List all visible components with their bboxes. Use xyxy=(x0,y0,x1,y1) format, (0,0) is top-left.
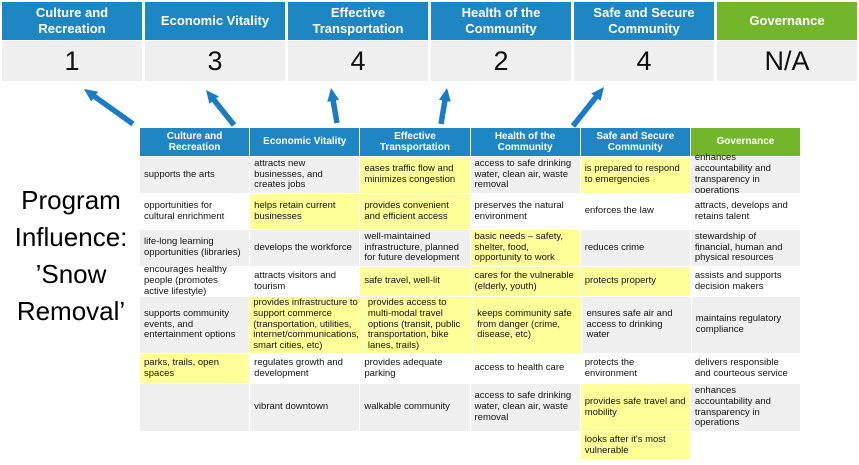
matrix-cell: looks after it's most vulnerable xyxy=(579,431,690,459)
scoreboard-column-health-of-the-community: Health of the Community 2 xyxy=(431,2,571,81)
matrix-row: supports the arts attracts new businesses… xyxy=(140,152,801,196)
priority-header: Economic Vitality xyxy=(145,2,285,40)
matrix-cell: supports the arts xyxy=(140,156,250,193)
matrix-row: parks, trails, open spaces regulates grow… xyxy=(140,353,801,383)
influence-matrix: Culture and Recreation Economic Vitality E… xyxy=(140,128,801,459)
matrix-cell: attracts, develops and retains talent xyxy=(689,193,801,229)
influence-score: 3 xyxy=(145,41,285,81)
influence-score: 2 xyxy=(431,41,571,81)
matrix-cell: walkable community xyxy=(359,383,470,431)
influence-arrow xyxy=(570,87,604,128)
influence-arrows-svg xyxy=(84,87,604,128)
program-title: Program Influence: ’Snow Removal’ xyxy=(0,182,142,330)
matrix-cell: life-long learning opportunities (librar… xyxy=(140,229,250,266)
influence-score: 1 xyxy=(2,41,142,81)
influence-score: 4 xyxy=(288,41,428,81)
program-title-line: Program xyxy=(21,185,121,215)
scoreboard-column-economic-vitality: Economic Vitality 3 xyxy=(145,2,285,81)
priority-header: Culture and Recreation xyxy=(2,2,142,40)
matrix-header-culture-and-recreation: Culture and Recreation xyxy=(140,128,250,156)
matrix-row: supports community events, and entertain… xyxy=(140,296,801,353)
matrix-cell: attracts visitors and tourism xyxy=(249,266,360,296)
matrix-header-governance: Governance xyxy=(689,128,801,156)
influence-arrow xyxy=(327,88,340,124)
scoreboard-column-culture-and-recreation: Culture and Recreation 1 xyxy=(2,2,142,81)
matrix-cell: ensures safe air and access to drinking … xyxy=(581,296,691,353)
influence-score: 4 xyxy=(574,41,714,81)
matrix-cell: provides safe travel and mobility xyxy=(579,383,690,431)
priority-header: Governance xyxy=(717,2,857,40)
matrix-cell xyxy=(249,431,360,459)
matrix-cell xyxy=(469,431,580,459)
matrix-cell: enforces the law xyxy=(579,193,690,229)
matrix-cell: protects the environment xyxy=(579,353,690,383)
matrix-cell: parks, trails, open spaces xyxy=(140,353,250,383)
scoreboard-column-effective-transportation: Effective Transportation 4 xyxy=(288,2,428,81)
scoreboard-column-safe-and-secure-community: Safe and Secure Community 4 xyxy=(574,2,714,81)
matrix-cell: supports community events, and entertain… xyxy=(140,296,249,353)
matrix-cell: access to safe drinking water, clean air… xyxy=(469,156,580,193)
matrix-cell: maintains regulatory compliance xyxy=(690,296,801,353)
priority-header: Safe and Secure Community xyxy=(574,2,714,40)
matrix-cell: stewardship of financial, human and phys… xyxy=(689,229,801,266)
matrix-cell: provides access to multi-modal travel op… xyxy=(362,296,473,353)
matrix-row: looks after it's most vulnerable xyxy=(140,431,801,459)
matrix-row: encourages healthy people (promotes acti… xyxy=(140,264,801,297)
scoreboard-column-governance: Governance N/A xyxy=(717,2,857,81)
matrix-cell: enhances accountability and transparency… xyxy=(689,383,801,431)
matrix-cell: basic needs – safety, shelter, food, opp… xyxy=(469,229,580,266)
matrix-header-health-of-the-community: Health of the Community xyxy=(469,128,580,156)
matrix-cell: reduces crime xyxy=(579,229,690,266)
influence-arrow xyxy=(438,88,451,125)
matrix-header-row: Culture and Recreation Economic Vitality E… xyxy=(140,128,801,156)
program-title-line: ’Snow xyxy=(35,259,107,289)
matrix-cell: access to health care xyxy=(469,353,580,383)
matrix-cell: provides adequate parking xyxy=(359,353,470,383)
matrix-cell: vibrant downtown xyxy=(249,383,360,431)
matrix-cell: keeps community safe from danger (crime,… xyxy=(472,296,582,353)
matrix-cell xyxy=(140,383,250,431)
matrix-cell: access to safe drinking water, clean air… xyxy=(469,383,580,431)
matrix-row: vibrant downtown walkable community access… xyxy=(140,383,801,431)
matrix-header-safe-and-secure-community: Safe and Secure Community xyxy=(579,128,690,156)
matrix-cell: well-maintained infrastructure, planned … xyxy=(359,229,470,266)
priority-header: Health of the Community xyxy=(431,2,571,40)
matrix-cell: eases traffic flow and minimizes congest… xyxy=(359,156,470,193)
matrix-cell xyxy=(359,431,470,459)
matrix-cell xyxy=(140,431,250,459)
matrix-cell: safe travel, well-lit xyxy=(359,266,470,296)
matrix-cell: opportunities for cultural enrichment xyxy=(140,193,250,229)
influence-arrow xyxy=(84,89,135,127)
influence-score: N/A xyxy=(717,41,857,81)
matrix-cell: enhances accountability and transparency… xyxy=(689,152,801,196)
matrix-cell: preserves the natural environment xyxy=(469,193,580,229)
matrix-cell: cares for the vulnerable (elderly, youth… xyxy=(469,266,580,296)
matrix-cell: delivers responsible and courteous servi… xyxy=(689,353,801,383)
matrix-cell: attracts new businesses, and creates job… xyxy=(249,156,360,193)
matrix-row: opportunities for cultural enrichment hel… xyxy=(140,193,801,229)
matrix-cell: assists and supports decision makers xyxy=(689,266,801,296)
matrix-row: life-long learning opportunities (librar… xyxy=(140,229,801,266)
matrix-header-effective-transportation: Effective Transportation xyxy=(359,128,470,156)
matrix-cell: encourages healthy people (promotes acti… xyxy=(140,264,250,297)
priority-header: Effective Transportation xyxy=(288,2,428,40)
program-title-line: Influence: xyxy=(14,222,128,252)
matrix-cell: regulates growth and development xyxy=(249,353,360,383)
scoreboard: Culture and Recreation 1 Economic Vitality… xyxy=(2,2,857,81)
matrix-cell: protects property xyxy=(579,266,690,296)
matrix-cell: develops the workforce xyxy=(249,229,360,266)
matrix-cell: provides convenient and efficient access xyxy=(359,193,470,229)
matrix-header-economic-vitality: Economic Vitality xyxy=(249,128,360,156)
matrix-cell: provides infrastructure to support comme… xyxy=(248,296,363,353)
program-title-line: Removal’ xyxy=(16,296,126,326)
matrix-cell: helps retain current businesses xyxy=(249,193,360,229)
matrix-cell xyxy=(689,431,801,459)
matrix-cell: is prepared to respond to emergencies xyxy=(579,156,690,193)
influence-arrow xyxy=(206,90,237,127)
